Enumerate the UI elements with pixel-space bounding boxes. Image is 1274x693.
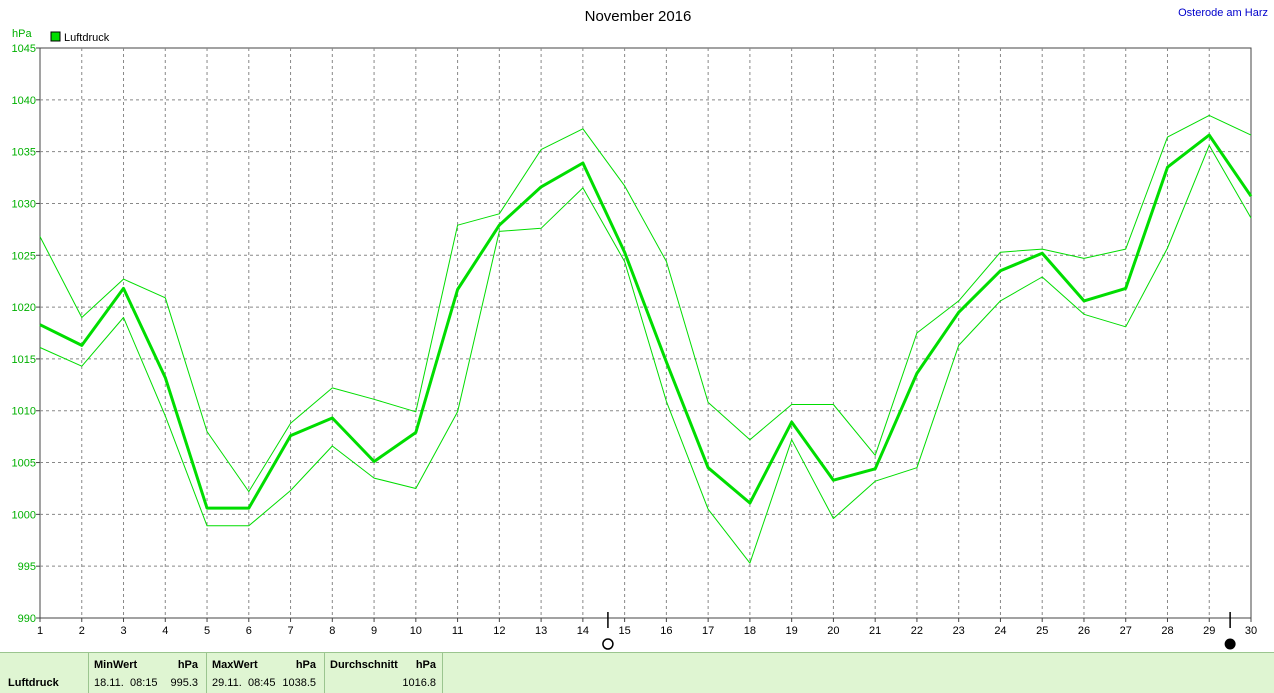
min-unit: hPa	[177, 659, 198, 671]
series-group	[39, 114, 1253, 564]
x-tick-label: 18	[744, 625, 756, 637]
x-tick-label: 24	[994, 625, 1006, 637]
x-tick-label: 25	[1036, 625, 1048, 637]
max-unit: hPa	[295, 659, 316, 671]
divider	[324, 653, 325, 693]
series-line-upper	[39, 114, 1252, 493]
min-date: 18.11.	[94, 677, 124, 689]
x-tick-label: 17	[702, 625, 714, 637]
x-tick-label: 29	[1203, 625, 1215, 637]
y-tick-label: 1000	[12, 509, 36, 521]
new-moon-icon	[1224, 638, 1236, 650]
legend-label: Luftdruck	[64, 32, 110, 44]
x-tick-label: 1	[37, 625, 43, 637]
y-tick-label: 1010	[12, 406, 36, 418]
x-tick-label: 2	[79, 625, 85, 637]
y-axis: 990 995 1000 1005 1010 1015 1020 1025 1030 1035 10…	[12, 43, 40, 625]
x-tick-label: 12	[493, 625, 505, 637]
stats-bar: Luftdruck MinWert hPa 18.11. 08:15 995.3…	[0, 652, 1274, 693]
y-tick-label: 1005	[12, 458, 36, 470]
x-tick-label: 21	[869, 625, 881, 637]
x-tick-label: 16	[660, 625, 672, 637]
max-time: 08:45	[248, 677, 276, 689]
x-tick-label: 23	[953, 625, 965, 637]
divider	[88, 653, 89, 693]
location-label: Osterode am Harz	[1178, 7, 1268, 19]
y-tick-label: 1040	[12, 95, 36, 107]
x-axis: 1 2 3 4 5 6 7 8 9 10 11 12 13 14 15 16 17 18 19 20 21 22 23 24 2…	[37, 618, 1257, 637]
stats-avg-cell: Durchschnitt hPa 1016.8	[324, 653, 442, 693]
min-header: MinWert	[94, 659, 138, 671]
avg-value: 1016.8	[402, 677, 436, 689]
series-line-main	[39, 133, 1253, 510]
avg-header: Durchschnitt	[330, 659, 398, 671]
grid	[40, 48, 1251, 618]
max-date: 29.11.	[212, 677, 242, 689]
x-tick-label: 6	[246, 625, 252, 637]
stats-max-cell: MaxWert hPa 29.11. 08:45 1038.5	[206, 653, 324, 693]
x-tick-label: 30	[1245, 625, 1257, 637]
x-tick-label: 27	[1120, 625, 1132, 637]
pressure-chart: November 2016 Osterode am Harz hPa Luftd…	[12, 7, 1268, 650]
x-tick-label: 14	[577, 625, 589, 637]
x-tick-label: 9	[371, 625, 377, 637]
y-tick-label: 1020	[12, 302, 36, 314]
series-line-lower	[39, 144, 1252, 564]
x-tick-label: 8	[329, 625, 335, 637]
y-tick-label: 1030	[12, 198, 36, 210]
divider	[206, 653, 207, 693]
divider	[442, 653, 443, 693]
stats-min-cell: MinWert hPa 18.11. 08:15 995.3	[88, 653, 206, 693]
x-tick-label: 10	[410, 625, 422, 637]
min-value: 995.3	[170, 677, 198, 689]
y-unit-label: hPa	[12, 28, 32, 40]
x-tick-label: 28	[1161, 625, 1173, 637]
x-tick-label: 20	[827, 625, 839, 637]
x-tick-label: 19	[786, 625, 798, 637]
max-value: 1038.5	[282, 677, 316, 689]
y-tick-label: 1045	[12, 43, 36, 55]
y-tick-label: 995	[18, 561, 36, 573]
x-tick-label: 13	[535, 625, 547, 637]
x-tick-label: 4	[162, 625, 168, 637]
stats-row-label: Luftdruck	[8, 677, 59, 689]
x-tick-label: 26	[1078, 625, 1090, 637]
min-time: 08:15	[130, 677, 158, 689]
max-header: MaxWert	[212, 659, 258, 671]
x-tick-label: 5	[204, 625, 210, 637]
full-moon-icon	[602, 638, 614, 650]
y-tick-label: 1015	[12, 354, 36, 366]
y-tick-label: 990	[18, 613, 36, 625]
avg-unit: hPa	[415, 659, 436, 671]
y-tick-label: 1035	[12, 147, 36, 159]
chart-title: November 2016	[585, 8, 692, 25]
stats-row-label-cell: Luftdruck	[8, 653, 88, 693]
legend-swatch	[50, 31, 61, 42]
x-tick-label: 7	[287, 625, 293, 637]
x-tick-label: 22	[911, 625, 923, 637]
x-tick-label: 15	[618, 625, 630, 637]
x-tick-label: 3	[120, 625, 126, 637]
x-tick-label: 11	[452, 625, 463, 637]
y-tick-label: 1025	[12, 250, 36, 262]
moon-markers	[602, 612, 1236, 650]
